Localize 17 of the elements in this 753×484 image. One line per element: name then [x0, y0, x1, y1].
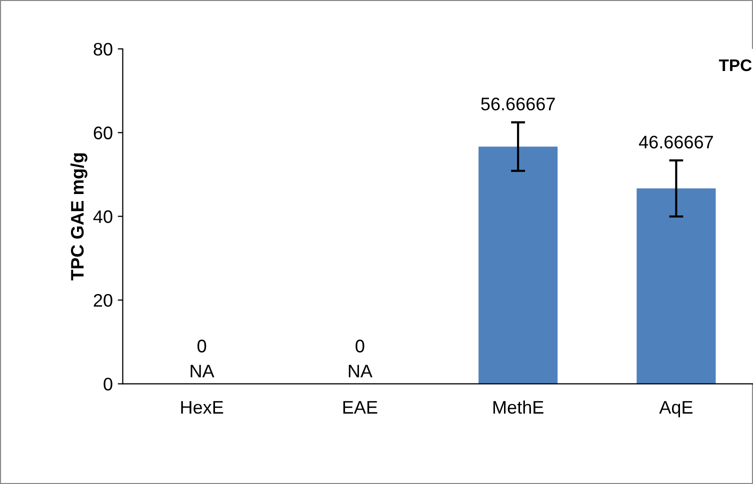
y-tick-label: 80 [94, 42, 112, 56]
data-label: 46.66667 [638, 136, 713, 148]
chart-title: TPC [718, 59, 752, 72]
y-axis-title: TPC GAE mg/g [70, 153, 88, 280]
y-tick-label: 60 [94, 126, 112, 140]
x-tick-label: EAE [343, 401, 378, 414]
data-label: 56.66667 [481, 98, 555, 110]
x-tick-label: AqE [659, 401, 692, 418]
data-label: 0 [356, 340, 364, 352]
y-tick-label: 20 [94, 294, 112, 307]
annotation: NA [190, 364, 214, 378]
y-tick-label: 0 [104, 378, 112, 391]
y-tick-label: 40 [93, 210, 112, 224]
x-tick-label: HexE [181, 401, 224, 414]
x-tick-label: MethE [493, 400, 544, 414]
annotation: NA [348, 364, 372, 378]
data-label: 0 [197, 340, 206, 352]
